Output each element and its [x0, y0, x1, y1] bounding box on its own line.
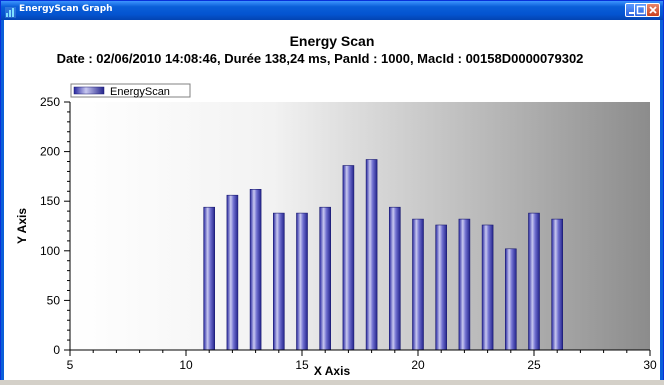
- x-tick-label-25: 25: [527, 358, 541, 372]
- bar-x-14: [272, 212, 285, 351]
- x-tick-label-30: 30: [643, 358, 657, 372]
- graph-app-icon: [5, 5, 16, 18]
- bar-x-18: [365, 159, 378, 351]
- energy-scan-chart: Energy Scan Date : 02/06/2010 14:08:46, …: [15, 33, 657, 378]
- x-tick-label-5: 5: [67, 358, 74, 372]
- y-tick-label-250: 250: [40, 95, 60, 109]
- bar-x-17: [342, 165, 355, 351]
- bar-x-22: [458, 218, 471, 351]
- chart-subtitle: Date : 02/06/2010 14:08:46, Durée 138,24…: [57, 51, 584, 66]
- chart-legend: EnergyScan: [70, 83, 191, 98]
- bar-x-13: [249, 189, 262, 351]
- chart-title: Energy Scan: [290, 33, 375, 49]
- legend-label: EnergyScan: [110, 86, 170, 98]
- bar-x-11: [203, 206, 215, 351]
- y-tick-label-50: 50: [47, 293, 61, 307]
- bar-x-26: [551, 218, 564, 351]
- window-frame-right: [660, 20, 663, 380]
- x-axis-label: X Axis: [314, 364, 351, 378]
- maximize-icon: [636, 5, 646, 15]
- bar-x-15: [296, 212, 308, 351]
- y-tick-label-100: 100: [40, 244, 60, 258]
- y-tick-label-200: 200: [40, 145, 60, 159]
- bar-x-24: [504, 248, 517, 351]
- bar-x-19: [388, 206, 401, 351]
- window-frame-left: [1, 20, 4, 380]
- minimize-icon: [629, 12, 635, 14]
- y-axis-label: Y Axis: [15, 208, 29, 244]
- x-tick-label-15: 15: [295, 358, 309, 372]
- y-tick-label-150: 150: [40, 194, 60, 208]
- bar-x-20: [412, 218, 424, 351]
- bar-x-12: [226, 194, 239, 351]
- chart-client-area: Energy Scan Date : 02/06/2010 14:08:46, …: [4, 20, 660, 380]
- title-bar[interactable]: EnergyScan Graph: [1, 1, 663, 20]
- x-tick-label-20: 20: [411, 358, 425, 372]
- bar-x-23: [481, 224, 494, 351]
- close-icon: [649, 6, 657, 14]
- bar-x-25: [528, 212, 540, 351]
- x-tick-label-10: 10: [179, 358, 193, 372]
- y-tick-label-0: 0: [53, 343, 60, 357]
- close-button[interactable]: [646, 3, 660, 17]
- legend-swatch: [73, 86, 105, 95]
- window-title: EnergyScan Graph: [19, 4, 113, 14]
- bar-x-21: [435, 224, 448, 351]
- bar-x-16: [319, 206, 332, 351]
